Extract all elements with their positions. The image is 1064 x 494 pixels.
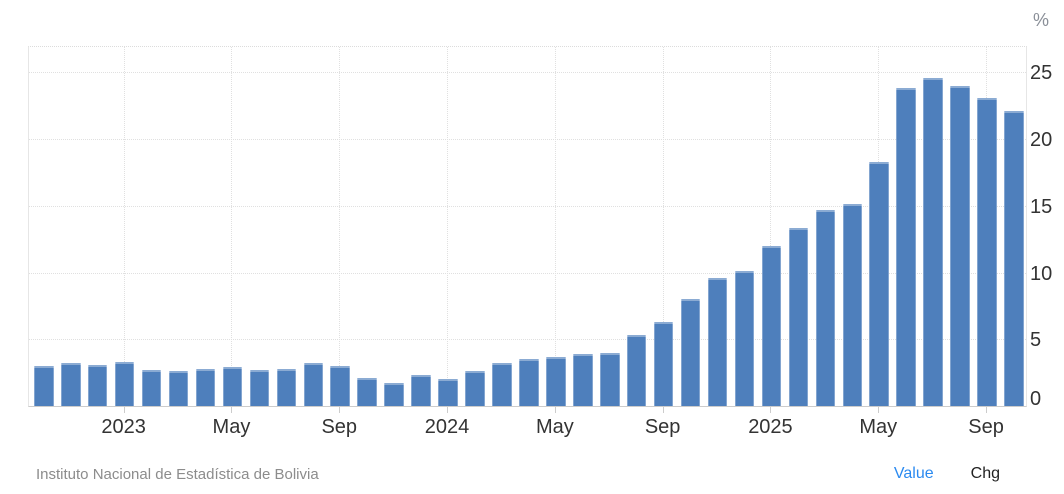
- bar[interactable]: [60, 363, 81, 406]
- gridline-vertical: [339, 47, 341, 406]
- bar[interactable]: [815, 210, 836, 406]
- bar[interactable]: [411, 375, 431, 406]
- bar[interactable]: [761, 246, 782, 406]
- value-toggle-button[interactable]: Value: [893, 465, 934, 482]
- bar[interactable]: [222, 367, 243, 406]
- bar[interactable]: [546, 357, 566, 406]
- bar[interactable]: [842, 204, 863, 406]
- gridline-horizontal: [29, 72, 1026, 74]
- x-axis-tick: [878, 407, 880, 413]
- bar[interactable]: [141, 370, 162, 406]
- bar[interactable]: [923, 78, 943, 406]
- gridline-vertical: [662, 47, 664, 406]
- gridline-horizontal: [29, 205, 1026, 207]
- gridline-vertical: [123, 47, 125, 406]
- bar[interactable]: [492, 363, 512, 406]
- bar[interactable]: [680, 299, 701, 406]
- x-axis-tick: [447, 407, 449, 413]
- bar[interactable]: [950, 86, 970, 406]
- bar[interactable]: [114, 362, 135, 406]
- bar[interactable]: [276, 369, 297, 406]
- x-axis-label: 2025: [748, 416, 793, 438]
- bar[interactable]: [707, 278, 728, 406]
- x-axis-label: 2024: [424, 416, 470, 438]
- bar[interactable]: [465, 371, 485, 406]
- y-axis-label: 25: [1030, 62, 1053, 85]
- bar[interactable]: [195, 369, 216, 406]
- y-axis-label: 0: [1030, 388, 1042, 410]
- gridline-vertical: [447, 47, 449, 406]
- plot-area: [28, 46, 1027, 407]
- y-axis-unit-label: %: [1033, 10, 1050, 30]
- x-axis-label: Sep: [644, 416, 681, 438]
- bar[interactable]: [249, 370, 270, 406]
- bar[interactable]: [573, 354, 593, 406]
- bar[interactable]: [869, 162, 890, 406]
- chg-toggle-button[interactable]: Chg: [970, 465, 1000, 482]
- x-axis-tick: [554, 407, 556, 413]
- x-axis-label: Sep: [321, 416, 358, 438]
- gridline-vertical: [231, 47, 233, 406]
- gridline-horizontal: [29, 339, 1026, 341]
- x-axis-tick: [662, 407, 664, 413]
- gridline-horizontal: [29, 272, 1026, 274]
- bar[interactable]: [1004, 111, 1024, 406]
- bar[interactable]: [653, 322, 674, 406]
- x-axis-label: May: [859, 416, 898, 438]
- x-axis-label: Sep: [968, 416, 1004, 438]
- x-axis-tick: [123, 407, 125, 413]
- x-axis-label: 2023: [101, 416, 146, 438]
- gridline-horizontal: [29, 139, 1026, 140]
- bar[interactable]: [734, 271, 755, 406]
- bar[interactable]: [168, 371, 189, 406]
- bar[interactable]: [303, 363, 324, 406]
- bar[interactable]: [438, 379, 458, 406]
- y-axis-label: 5: [1030, 329, 1042, 352]
- gridline-vertical: [554, 47, 556, 406]
- x-axis-tick: [986, 407, 988, 413]
- series-toggle-group: Value Chg: [894, 465, 1000, 483]
- x-axis-tick: [770, 407, 772, 413]
- gridline-vertical: [770, 47, 772, 406]
- x-axis-tick: [231, 407, 233, 413]
- bar[interactable]: [896, 88, 916, 406]
- bar[interactable]: [519, 359, 539, 406]
- bar[interactable]: [384, 383, 404, 406]
- bar[interactable]: [599, 353, 620, 406]
- y-axis-label: 15: [1030, 195, 1053, 218]
- bar[interactable]: [87, 365, 108, 406]
- x-axis-label: May: [535, 416, 574, 438]
- bar[interactable]: [626, 335, 647, 406]
- bar[interactable]: [788, 228, 809, 406]
- x-axis-label: May: [212, 416, 251, 438]
- bar[interactable]: [34, 366, 54, 406]
- bar[interactable]: [977, 98, 997, 406]
- x-axis-tick: [339, 407, 341, 413]
- source-attribution: Instituto Nacional de Estadística de Bol…: [36, 466, 319, 483]
- bar[interactable]: [330, 366, 351, 406]
- y-axis-label: 20: [1030, 129, 1053, 151]
- y-axis-label: 10: [1030, 262, 1053, 285]
- bar[interactable]: [357, 378, 377, 406]
